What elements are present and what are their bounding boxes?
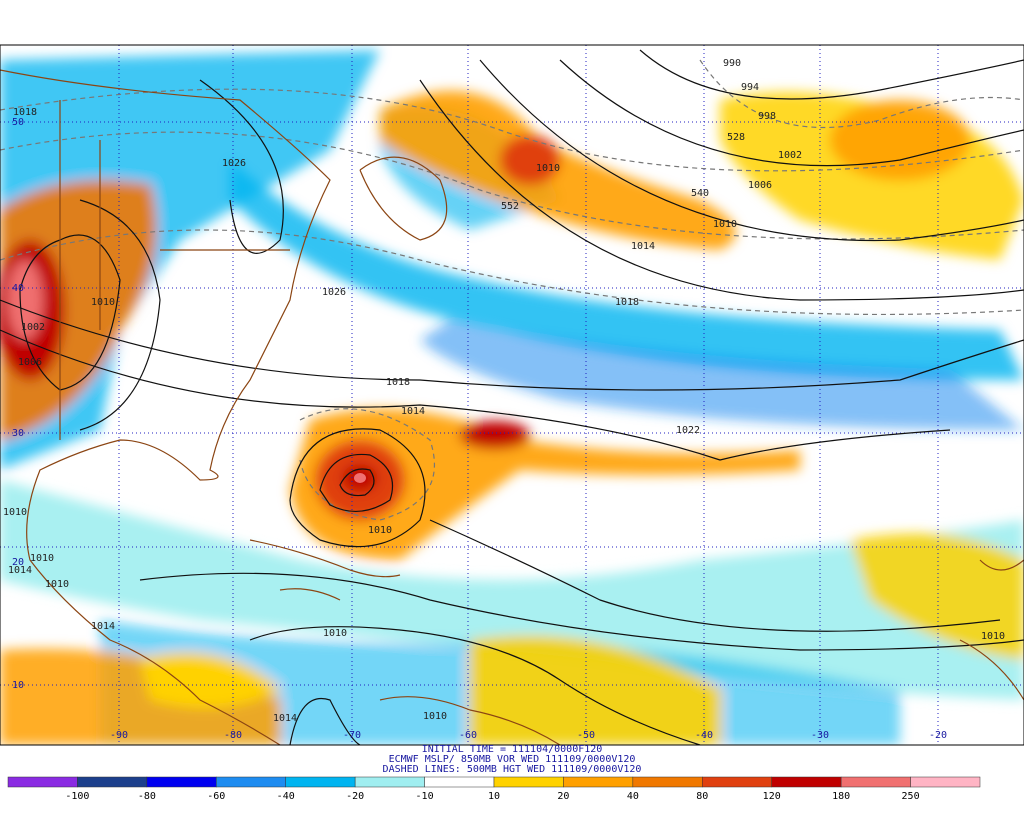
longitude-label: -80 [224, 730, 242, 741]
latitude-label: 20 [12, 557, 24, 568]
longitude-label: -90 [110, 730, 128, 741]
colorbar-label: -40 [277, 791, 295, 802]
caption-line: DASHED LINES: 500MB HGT WED 111109/0000V… [383, 764, 642, 775]
colorbar-swatch [77, 776, 148, 788]
latitude-label: 50 [12, 117, 24, 128]
contour-label: 1010 [423, 711, 447, 722]
caption-line: ECMWF MSLP/ 850MB VOR WED 111109/0000V12… [389, 754, 636, 765]
contour-label: 1022 [676, 425, 700, 436]
contour-label: 1014 [401, 406, 425, 417]
colorbar-swatch [493, 776, 564, 788]
colorbar-swatch [632, 776, 703, 788]
colorbar-label: -20 [346, 791, 364, 802]
colorbar-swatch [771, 776, 842, 788]
contour-label: 552 [501, 201, 519, 212]
contour-label: 1018 [615, 297, 639, 308]
colorbar-swatch [7, 776, 78, 788]
latitude-label: 30 [12, 428, 24, 439]
longitude-label: -70 [343, 730, 361, 741]
contour-label: 1014 [273, 713, 297, 724]
contour-label: 1010 [323, 628, 347, 639]
longitude-label: -50 [577, 730, 595, 741]
colorbar-label: -60 [207, 791, 225, 802]
contour-label: 998 [758, 111, 776, 122]
longitude-label: -40 [695, 730, 713, 741]
contour-label: 1026 [322, 287, 346, 298]
colorbar-label: -10 [416, 791, 434, 802]
colorbar-label: 80 [696, 791, 708, 802]
colorbar-swatch [354, 776, 425, 788]
contour-label: 1010 [536, 163, 560, 174]
contour-label: 1018 [386, 377, 410, 388]
latitude-label: 10 [12, 680, 24, 691]
grid [0, 45, 1024, 745]
colorbar-label: 120 [763, 791, 781, 802]
colorbar-swatch [216, 776, 286, 788]
contour-label: 1010 [91, 297, 115, 308]
colorbar-label: 250 [902, 791, 920, 802]
contour-label: 1006 [18, 357, 42, 368]
contour-label: 990 [723, 58, 741, 69]
contour-label: 1026 [222, 158, 246, 169]
colorbar-label: 10 [488, 791, 500, 802]
contour-label: 1010 [45, 579, 69, 590]
colorbar-swatch [563, 776, 634, 788]
colorbar-swatch [910, 776, 981, 788]
latitude-label: 40 [12, 283, 24, 294]
contour-label: 1018 [13, 107, 37, 118]
contour-label: 1010 [368, 525, 392, 536]
colorbar-label: -100 [65, 791, 89, 802]
contour-label: 1002 [778, 150, 802, 161]
contour-label: 1014 [8, 565, 32, 576]
contour-label: 540 [691, 188, 709, 199]
colorbar-label: 40 [627, 791, 639, 802]
contour-label: 1010 [713, 219, 737, 230]
contour-label: 528 [727, 132, 745, 143]
colorbar-swatch [285, 776, 356, 788]
contour-label: 994 [741, 82, 759, 93]
colorbar-label: 20 [557, 791, 569, 802]
caption-line: INITIAL TIME = 111104/0000F120 [422, 744, 603, 755]
longitude-label: -60 [459, 730, 477, 741]
colorbar: -100 -80 -60 -40 -20 -10 10 20 40 80 120 180 250 [7, 776, 981, 802]
pressure-contours [0, 49, 1024, 745]
contour-label: 1014 [631, 241, 655, 252]
map-labels: -90 -80 -70 -60 -50 -40 -30 -20 50 40 30 20 10 990 994… [3, 58, 1005, 741]
colorbar-swatch [840, 776, 911, 788]
colorbar-label: -80 [138, 791, 156, 802]
longitude-label: -20 [929, 730, 947, 741]
colorbar-swatch [424, 776, 495, 788]
longitude-label: -30 [811, 730, 829, 741]
colorbar-swatch [146, 776, 217, 788]
coastlines [0, 69, 1024, 745]
colorbar-label: 180 [832, 791, 850, 802]
map-field [0, 45, 1024, 745]
colorbar-swatch [702, 776, 772, 788]
height-contours [0, 59, 1024, 521]
contour-label: 1010 [3, 507, 27, 518]
contour-label: 1010 [30, 553, 54, 564]
contour-label: 1002 [21, 322, 45, 333]
contour-label: 1010 [981, 631, 1005, 642]
contour-label: 1006 [748, 180, 772, 191]
contour-label: 1014 [91, 621, 115, 632]
